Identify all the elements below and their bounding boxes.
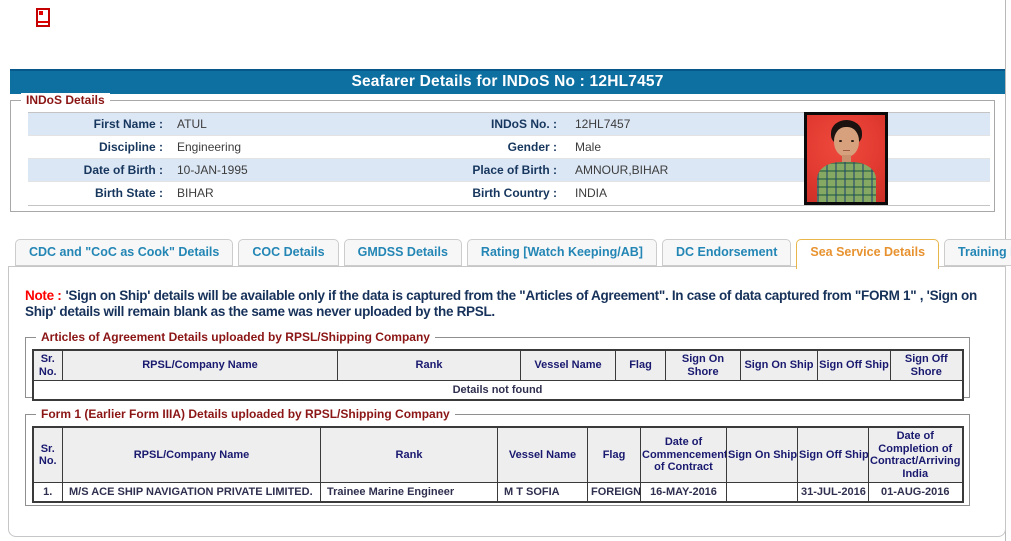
gender-label: Gender : [507, 140, 557, 154]
photo-mouth [843, 149, 850, 151]
form1-cell-sign-off-ship: 31-JUL-2016 [797, 482, 869, 502]
place-of-birth-label: Place of Birth : [472, 163, 557, 177]
photo-plaid-shirt [817, 162, 876, 202]
tab-sea-service-details[interactable]: Sea Service Details [796, 239, 940, 269]
gender-value: Male [575, 140, 602, 154]
form1-col-flag: Flag [587, 426, 641, 483]
form1-cell-sr-no: 1. [32, 482, 63, 502]
photo-neck [842, 155, 851, 163]
note-text: Note : 'Sign on Ship' details will be ava… [25, 288, 990, 320]
articles-col-flag: Flag [615, 349, 666, 381]
indos-details-table: First Name : ATUL INDoS No. : 12HL7457 D… [28, 112, 990, 206]
photo-eye-left [839, 140, 842, 142]
discipline-value: Engineering [177, 140, 242, 154]
articles-col-sign-on-ship: Sign On Ship [740, 349, 818, 381]
tab-content-panel [8, 266, 1006, 537]
photo-eye-right [851, 140, 854, 142]
form1-col-vessel: Vessel Name [497, 426, 588, 483]
form1-cell-flag: FOREIGN [587, 482, 641, 502]
date-of-birth-label: Date of Birth : [83, 163, 163, 177]
birth-state-label: Birth State : [94, 186, 163, 200]
form1-col-company: RPSL/Company Name [62, 426, 321, 483]
tab-gmdss-details[interactable]: GMDSS Details [343, 239, 462, 266]
page-right-strip [1006, 0, 1011, 541]
seafarer-photo [804, 112, 888, 205]
indos-row-4: Birth State : BIHAR Birth Country : INDI… [28, 182, 990, 205]
form1-col-sign-off-ship: Sign Off Ship [797, 426, 869, 483]
form1-data-row: 1. M/S ACE SHIP NAVIGATION PRIVATE LIMIT… [32, 482, 963, 502]
articles-col-rank: Rank [337, 349, 521, 381]
broken-image-icon [36, 8, 50, 27]
indos-no-label: INDoS No. : [491, 117, 557, 131]
form1-cell-commencement-date: 16-MAY-2016 [640, 482, 727, 502]
articles-table: Sr. No. RPSL/Company Name Rank Vessel Na… [31, 349, 964, 401]
form1-col-sign-on-ship: Sign On Ship [726, 426, 798, 483]
form1-cell-completion-date: 01-AUG-2016 [868, 482, 963, 502]
indos-row-1: First Name : ATUL INDoS No. : 12HL7457 [28, 113, 990, 136]
form1-legend: Form 1 (Earlier Form IIIA) Details uploa… [36, 407, 455, 421]
photo-face [834, 127, 859, 157]
birth-state-value: BIHAR [177, 186, 214, 200]
articles-of-agreement-fieldset: Articles of Agreement Details uploaded b… [25, 330, 970, 401]
first-name-label: First Name : [93, 117, 163, 131]
articles-col-vessel: Vessel Name [520, 349, 616, 381]
articles-col-company: RPSL/Company Name [62, 349, 338, 381]
note-body: 'Sign on Ship' details will be available… [25, 288, 977, 319]
tab-coc-details[interactable]: COC Details [238, 239, 339, 266]
articles-col-sign-off-ship: Sign Off Ship [817, 349, 891, 381]
indos-row-3: Date of Birth : 10-JAN-1995 Place of Bir… [28, 159, 990, 182]
first-name-value: ATUL [177, 117, 207, 131]
tab-strip: CDC and "CoC as Cook" Details COC Detail… [15, 239, 1011, 269]
broken-image-dot [39, 11, 43, 15]
tab-dc-endorsement[interactable]: DC Endorsement [661, 239, 792, 266]
tab-cdc-coc-as-cook-details[interactable]: CDC and "CoC as Cook" Details [15, 239, 234, 266]
indos-row-2: Discipline : Engineering Gender : Male [28, 136, 990, 159]
form1-cell-rank: Trainee Marine Engineer [320, 482, 498, 502]
form1-cell-vessel: M T SOFIA [497, 482, 588, 502]
articles-empty-row: Details not found [32, 380, 963, 400]
birth-country-label: Birth Country : [472, 186, 557, 200]
form1-col-commencement-date: Date of Commencement of Contract [640, 426, 727, 483]
articles-header-row: Sr. No. RPSL/Company Name Rank Vessel Na… [32, 349, 963, 381]
articles-legend: Articles of Agreement Details uploaded b… [36, 330, 435, 344]
form1-table: Sr. No. RPSL/Company Name Rank Vessel Na… [31, 426, 964, 503]
form1-col-sr-no: Sr. No. [32, 426, 63, 483]
details-not-found-text: Details not found [32, 380, 963, 400]
discipline-label: Discipline : [98, 140, 163, 154]
place-of-birth-value: AMNOUR,BIHAR [575, 163, 669, 177]
indos-no-value: 12HL7457 [575, 117, 631, 131]
form1-fieldset: Form 1 (Earlier Form IIIA) Details uploa… [25, 407, 970, 506]
birth-country-value: INDIA [575, 186, 608, 200]
articles-col-sign-on-shore: Sign On Shore [665, 349, 741, 381]
broken-image-tear [38, 21, 48, 23]
tab-rating-watch-keeping-ab[interactable]: Rating [Watch Keeping/AB] [466, 239, 657, 266]
articles-col-sign-off-shore: Sign Off Shore [890, 349, 963, 381]
form1-cell-company: M/S ACE SHIP NAVIGATION PRIVATE LIMITED. [62, 482, 321, 502]
note-prefix: Note : [25, 288, 62, 303]
form1-cell-sign-on-ship [726, 482, 798, 502]
indos-details-legend: INDoS Details [21, 93, 110, 107]
form1-col-rank: Rank [320, 426, 498, 483]
form1-col-completion-date: Date of Completion of Contract/Arriving … [868, 426, 963, 483]
date-of-birth-value: 10-JAN-1995 [177, 163, 248, 177]
articles-col-sr-no: Sr. No. [32, 349, 63, 381]
form1-header-row: Sr. No. RPSL/Company Name Rank Vessel Na… [32, 426, 963, 483]
page-title: Seafarer Details for INDoS No : 12HL7457 [10, 69, 1005, 94]
tab-training-details[interactable]: Training Details [944, 239, 1011, 266]
